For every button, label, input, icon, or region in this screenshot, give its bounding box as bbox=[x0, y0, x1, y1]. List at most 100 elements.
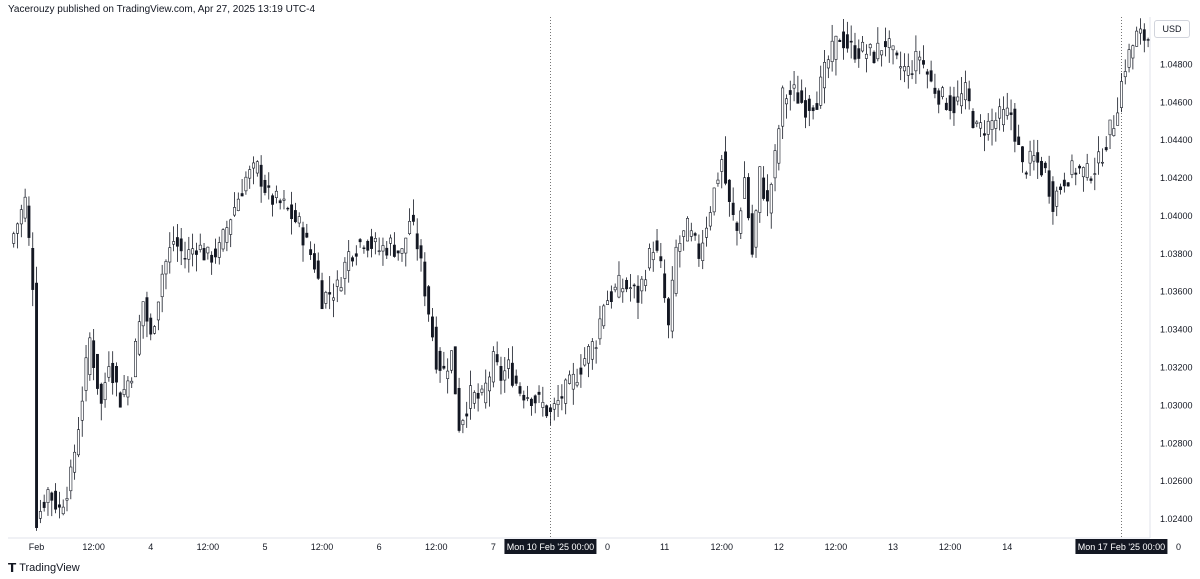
candle-body bbox=[849, 40, 853, 43]
candle-body bbox=[240, 193, 244, 197]
candle-body bbox=[316, 260, 320, 279]
candle-body bbox=[815, 103, 819, 110]
candle-body bbox=[762, 177, 766, 199]
candle-body bbox=[807, 98, 811, 111]
candle-body bbox=[739, 210, 743, 234]
candle-body bbox=[838, 39, 842, 42]
candle-body bbox=[312, 253, 316, 270]
currency-button[interactable]: USD bbox=[1154, 20, 1190, 38]
price-tick-label: 1.02400 bbox=[1160, 514, 1193, 524]
candle-body bbox=[674, 246, 678, 294]
candle-body bbox=[967, 88, 971, 102]
candle-body bbox=[529, 398, 533, 406]
price-tick-label: 1.03400 bbox=[1160, 325, 1193, 335]
candle-body bbox=[651, 252, 655, 261]
candle-body bbox=[446, 370, 450, 379]
candle-body bbox=[1043, 162, 1047, 169]
candle-body bbox=[956, 96, 960, 102]
candle-body bbox=[16, 223, 19, 234]
candle-body bbox=[187, 249, 191, 260]
candle-body bbox=[773, 150, 777, 179]
candle-body bbox=[872, 51, 876, 64]
candle-body bbox=[202, 248, 206, 261]
candle-body bbox=[99, 383, 103, 404]
candle-body bbox=[126, 380, 130, 398]
candle-body bbox=[693, 233, 697, 236]
candle-body bbox=[263, 179, 267, 193]
candle-body bbox=[823, 62, 826, 89]
candle-body bbox=[1013, 108, 1017, 142]
candle-body bbox=[613, 286, 617, 291]
candle-body bbox=[1089, 178, 1093, 181]
candle-body bbox=[640, 278, 644, 292]
candle-body bbox=[221, 229, 225, 250]
candle-body bbox=[153, 326, 156, 334]
candle-body bbox=[164, 261, 168, 275]
candle-body bbox=[834, 35, 838, 60]
candle-body bbox=[278, 200, 282, 204]
time-tick-label: 6 bbox=[377, 542, 382, 552]
candle-body bbox=[225, 227, 229, 243]
candle-body bbox=[389, 237, 393, 244]
candle-body bbox=[347, 251, 351, 271]
price-tick-label: 1.04800 bbox=[1160, 59, 1193, 69]
candle-body bbox=[1066, 182, 1070, 187]
candle-body bbox=[670, 279, 674, 332]
candle-body bbox=[655, 240, 659, 251]
candle-body bbox=[76, 429, 80, 456]
candle-body bbox=[960, 93, 964, 107]
candle-body bbox=[758, 166, 762, 213]
candle-body bbox=[971, 111, 975, 128]
candle-body bbox=[922, 60, 925, 65]
candle-body bbox=[914, 51, 918, 72]
candle-body bbox=[354, 253, 358, 257]
candle-body bbox=[252, 162, 255, 169]
candle-body bbox=[499, 365, 503, 381]
candle-body bbox=[370, 236, 373, 249]
time-tick-label: 11 bbox=[660, 542, 669, 552]
publish-caption: Yacerouzy published on TradingView.com, … bbox=[8, 4, 316, 15]
time-tick-label: Feb bbox=[29, 542, 45, 552]
candle-body bbox=[255, 161, 259, 174]
candle-body bbox=[785, 98, 788, 105]
candle-body bbox=[431, 316, 434, 338]
candle-body bbox=[632, 284, 636, 287]
candle-body bbox=[963, 82, 967, 101]
candle-body bbox=[895, 52, 899, 56]
candle-body bbox=[107, 366, 111, 378]
candle-body bbox=[179, 238, 183, 252]
candle-body bbox=[50, 492, 54, 501]
candle-body bbox=[720, 159, 724, 172]
candle-body bbox=[377, 250, 381, 252]
candle-body bbox=[134, 341, 137, 378]
candle-body bbox=[73, 451, 77, 473]
candle-body bbox=[286, 207, 290, 210]
candle-body bbox=[929, 70, 933, 82]
candle-body bbox=[1036, 152, 1040, 163]
candle-body bbox=[594, 347, 598, 349]
candle-body bbox=[1040, 160, 1043, 176]
candle-body bbox=[404, 237, 408, 254]
candle-body bbox=[731, 202, 735, 215]
candle-body bbox=[769, 184, 773, 214]
candle-body bbox=[1108, 119, 1112, 136]
candle-body bbox=[1028, 150, 1032, 164]
candle-body bbox=[575, 382, 579, 386]
candle-body bbox=[118, 392, 122, 408]
candle-body bbox=[23, 196, 27, 219]
candle-body bbox=[366, 240, 370, 251]
candle-body bbox=[1139, 28, 1142, 34]
footer-brand: 𝗧 TradingView bbox=[8, 561, 80, 575]
time-tick-label: 5 bbox=[262, 542, 267, 552]
time-tick-label: 0 bbox=[1176, 542, 1181, 552]
candle-body bbox=[1135, 30, 1139, 47]
candle-body bbox=[217, 242, 221, 258]
price-tick-label: 1.04000 bbox=[1160, 211, 1193, 221]
candle-body bbox=[746, 177, 750, 219]
candle-body bbox=[903, 66, 906, 72]
candle-body bbox=[510, 362, 514, 386]
candle-body bbox=[309, 249, 313, 255]
candle-body bbox=[194, 250, 198, 255]
candle-body bbox=[560, 396, 564, 399]
candle-body bbox=[792, 84, 796, 89]
